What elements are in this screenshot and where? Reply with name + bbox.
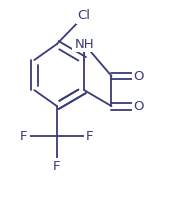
Text: O: O xyxy=(134,70,144,83)
Text: F: F xyxy=(86,130,94,143)
Text: F: F xyxy=(53,160,61,173)
Text: F: F xyxy=(20,130,28,143)
Text: NH: NH xyxy=(74,38,94,51)
Text: O: O xyxy=(134,100,144,113)
Text: Cl: Cl xyxy=(78,9,91,22)
